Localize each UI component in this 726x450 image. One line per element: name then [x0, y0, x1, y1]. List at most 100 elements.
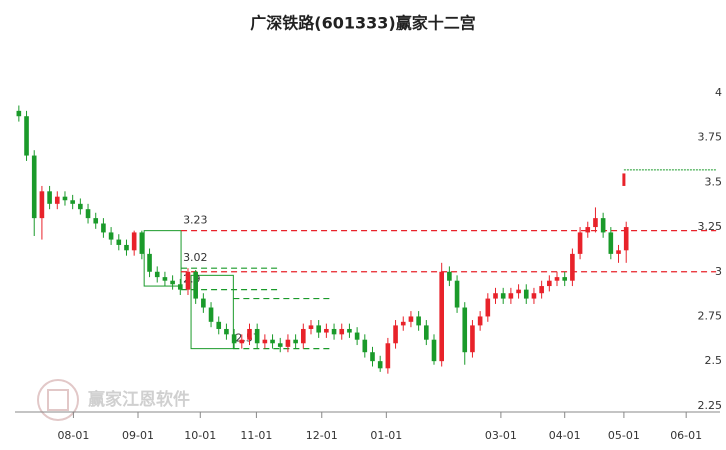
candle-body — [424, 325, 429, 340]
watermark-logo — [37, 379, 79, 421]
y-tick-label: 2.75 — [698, 309, 723, 322]
candle-body — [24, 116, 29, 156]
box — [190, 274, 234, 350]
candle-body — [277, 343, 283, 347]
target-bar — [622, 173, 626, 186]
candle-body — [70, 200, 75, 204]
candle-body — [208, 307, 214, 322]
candle-body — [154, 271, 160, 278]
y-tick-label: 3 — [715, 265, 722, 278]
candle-body — [131, 232, 137, 251]
candle-body — [177, 284, 183, 290]
candle-body — [431, 339, 437, 362]
candle-body — [270, 339, 275, 344]
candle-body — [78, 203, 83, 210]
candle-body — [462, 307, 468, 353]
y-tick-label: 2.25 — [698, 399, 723, 412]
y-tick-label: 3.5 — [705, 175, 723, 188]
candle-body — [400, 321, 406, 326]
candle-body — [593, 218, 598, 228]
candle-body — [477, 316, 483, 326]
candle-body — [454, 280, 460, 308]
candle-body — [331, 328, 337, 335]
candle-body — [124, 244, 129, 251]
candle-body — [623, 227, 629, 251]
level-label: 3.23 — [183, 214, 208, 227]
candle-body — [308, 325, 314, 329]
y-tick-label: 3.75 — [698, 131, 723, 144]
candle-body — [347, 328, 352, 333]
candle-body — [116, 239, 122, 245]
candle-body — [539, 286, 544, 294]
candle-body — [139, 232, 145, 254]
x-tick-label: 10-01 — [184, 429, 216, 442]
candle-body — [339, 328, 345, 335]
x-tick-label: 08-01 — [57, 429, 89, 442]
candle-body — [62, 196, 68, 201]
candle-body — [293, 339, 298, 344]
candle-body — [185, 271, 191, 290]
candle-body — [93, 218, 99, 224]
candle-body — [600, 218, 606, 233]
candle-body — [608, 232, 614, 254]
box — [143, 230, 182, 287]
candle-body — [570, 253, 575, 281]
x-tick-label: 04-01 — [549, 429, 581, 442]
candle-body — [500, 293, 506, 299]
candle-body — [170, 280, 175, 285]
watermark: 赢家江恩软件 — [88, 389, 190, 410]
candle-body — [316, 325, 321, 333]
candle-body — [262, 339, 268, 344]
candle-body — [485, 298, 491, 317]
candle-body — [385, 343, 391, 369]
candle-body — [416, 316, 421, 326]
candle-body — [108, 232, 114, 240]
candle-body — [562, 277, 568, 281]
candle-body — [16, 110, 22, 117]
candle-body — [439, 271, 444, 362]
x-tick-label: 06-01 — [670, 429, 702, 442]
candle-body — [254, 328, 260, 344]
y-tick-label: 4 — [715, 86, 722, 99]
candle-body — [393, 325, 398, 344]
candle-body — [616, 250, 621, 254]
candle-body — [354, 332, 360, 340]
chart-title: 广深铁路(601333)赢家十二宫 — [250, 14, 475, 33]
candle-body — [193, 271, 198, 299]
candle-body — [85, 209, 91, 219]
candle-body — [516, 289, 521, 294]
candle-body — [408, 316, 414, 322]
y-tick-label: 2.5 — [705, 354, 723, 367]
candle-body — [231, 334, 237, 344]
candle-body — [470, 325, 475, 353]
candle-body — [523, 289, 529, 299]
x-tick-label: 11-01 — [240, 429, 272, 442]
x-tick-label: 05-01 — [608, 429, 640, 442]
candle-body — [377, 361, 383, 369]
candle-body — [239, 339, 245, 344]
candle-body — [216, 321, 222, 329]
candle-body — [370, 352, 375, 362]
candle-body — [285, 339, 291, 347]
candle-body — [54, 196, 60, 204]
level-label: 3.02 — [183, 251, 208, 264]
candle-body — [585, 227, 591, 233]
candle-body — [577, 232, 583, 254]
x-tick-label: 01-01 — [370, 429, 402, 442]
candle-body — [554, 277, 560, 281]
candle-body — [531, 293, 537, 299]
y-tick-label: 3.25 — [698, 220, 723, 233]
candle-body — [508, 293, 514, 299]
candle-body — [547, 280, 552, 287]
x-tick-label: 09-01 — [122, 429, 154, 442]
candle-body — [47, 191, 52, 204]
candle-body — [31, 155, 37, 219]
candle-body — [447, 271, 452, 281]
candle-body — [362, 339, 368, 353]
candle-body — [101, 223, 106, 233]
x-tick-label: 03-01 — [485, 429, 517, 442]
candle-body — [147, 253, 152, 272]
candle-body — [39, 191, 45, 219]
candle-body — [493, 293, 498, 299]
